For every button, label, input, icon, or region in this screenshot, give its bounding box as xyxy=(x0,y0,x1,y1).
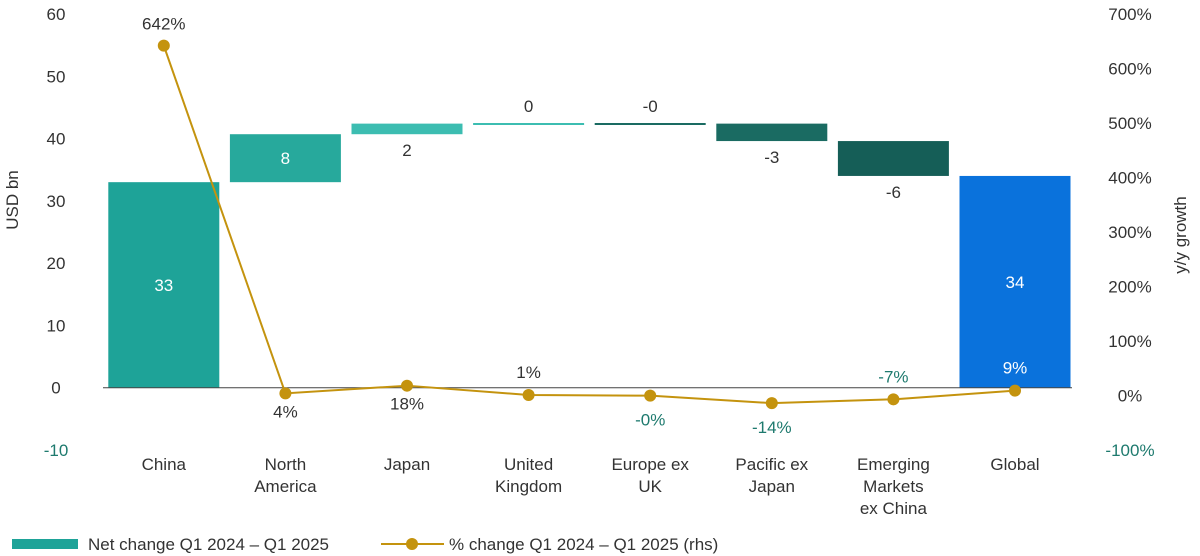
category-label-line: UK xyxy=(638,477,662,496)
category-label-line: Japan xyxy=(384,455,430,474)
right-axis-title: y/y growth xyxy=(1171,196,1190,273)
left-tick-label: 60 xyxy=(47,5,66,24)
line-point xyxy=(644,389,657,402)
line-path xyxy=(162,45,1016,405)
category-label: North America xyxy=(254,455,317,496)
left-axis-ticks: -10 0 10 20 30 40 50 60 xyxy=(44,5,69,460)
right-tick-label: 600% xyxy=(1108,60,1151,79)
category-label: Emerging Markets ex China xyxy=(857,455,930,518)
category-label-line: ex China xyxy=(860,499,928,518)
category-label-line: Global xyxy=(990,455,1039,474)
bar-data-label: -3 xyxy=(764,148,779,167)
line-point xyxy=(401,379,413,392)
legend-label-net-change: Net change Q1 2024 – Q1 2025 xyxy=(88,535,329,554)
legend-label-pct-change: % change Q1 2024 – Q1 2025 (rhs) xyxy=(449,535,718,554)
line-point xyxy=(887,393,900,406)
line-point xyxy=(765,397,778,410)
bar xyxy=(473,123,585,125)
left-tick-label: 10 xyxy=(47,316,66,335)
bar-data-label: 8 xyxy=(281,149,290,168)
legend: Net change Q1 2024 – Q1 2025 % change Q1… xyxy=(12,535,718,554)
right-tick-label: 100% xyxy=(1108,332,1151,351)
right-tick-label: -100% xyxy=(1105,441,1154,460)
category-label-line: Kingdom xyxy=(495,477,562,496)
category-label: Global xyxy=(990,455,1039,474)
category-label: Pacific ex Japan xyxy=(735,455,808,496)
line-data-label: 18% xyxy=(390,395,424,414)
bar xyxy=(594,123,706,125)
right-axis-ticks: -100% 0% 100% 200% 300% 400% 500% 600% 700% xyxy=(1105,5,1154,460)
category-label: Japan xyxy=(384,455,430,474)
bar xyxy=(108,182,220,388)
right-tick-label: 0% xyxy=(1118,387,1143,406)
line-data-label: 1% xyxy=(516,363,541,382)
category-label-line: Europe ex xyxy=(611,455,689,474)
bar xyxy=(837,141,949,176)
legend-swatch-marker xyxy=(406,538,418,550)
right-tick-label: 300% xyxy=(1108,223,1151,242)
category-label-line: Markets xyxy=(863,477,923,496)
legend-swatch-net-change xyxy=(12,539,78,549)
line-data-label: 4% xyxy=(273,402,298,421)
category-label: United Kingdom xyxy=(495,455,562,496)
left-tick-label: 0 xyxy=(51,379,60,398)
line-point xyxy=(522,388,535,401)
bar xyxy=(959,175,1071,388)
bar-data-labels: 33 8 2 0 -0 -3 -6 34 xyxy=(154,97,1024,295)
bar-data-label: 0 xyxy=(524,97,533,116)
left-tick-label: 50 xyxy=(47,67,66,86)
bar-data-label: 33 xyxy=(154,276,173,295)
line-data-label: -0% xyxy=(635,411,665,430)
category-label-line: Pacific ex xyxy=(735,455,808,474)
category-label-line: Emerging xyxy=(857,455,930,474)
line-data-label: -7% xyxy=(878,367,908,386)
left-tick-label: -10 xyxy=(44,441,69,460)
category-label-line: North xyxy=(265,455,307,474)
line-point xyxy=(1009,384,1021,397)
left-tick-label: 30 xyxy=(47,192,66,211)
bar xyxy=(351,123,463,135)
bar-data-label: 34 xyxy=(1006,273,1025,292)
bar-data-label: -6 xyxy=(886,183,901,202)
line-data-label: 642% xyxy=(142,15,185,34)
category-label-line: United xyxy=(504,455,553,474)
bar-data-label: 2 xyxy=(402,141,411,160)
bar-series xyxy=(108,123,1071,388)
right-tick-label: 500% xyxy=(1108,114,1151,133)
line-point xyxy=(157,39,170,52)
category-label: China xyxy=(142,455,187,474)
left-tick-label: 40 xyxy=(47,130,66,149)
category-label: Europe ex UK xyxy=(611,455,689,496)
left-axis-title: USD bn xyxy=(3,170,22,230)
line-series xyxy=(157,39,1021,410)
category-label-line: China xyxy=(142,455,187,474)
line-point xyxy=(279,387,292,400)
line-data-labels: 642% 4% 18% 1% -0% -14% -7% 9% xyxy=(142,15,1027,438)
category-labels: China North America Japan United Kingdom Europ… xyxy=(142,455,1040,518)
line-data-label: 9% xyxy=(1003,359,1028,378)
right-tick-label: 400% xyxy=(1108,169,1151,188)
category-label-line: America xyxy=(254,477,317,496)
bar xyxy=(229,134,341,183)
right-tick-label: 200% xyxy=(1108,278,1151,297)
category-label-line: Japan xyxy=(749,477,795,496)
line-data-label: -14% xyxy=(752,418,792,437)
right-tick-label: 700% xyxy=(1108,5,1151,24)
bar-data-label: -0 xyxy=(643,97,658,116)
bar xyxy=(716,123,828,142)
left-tick-label: 20 xyxy=(47,254,66,273)
